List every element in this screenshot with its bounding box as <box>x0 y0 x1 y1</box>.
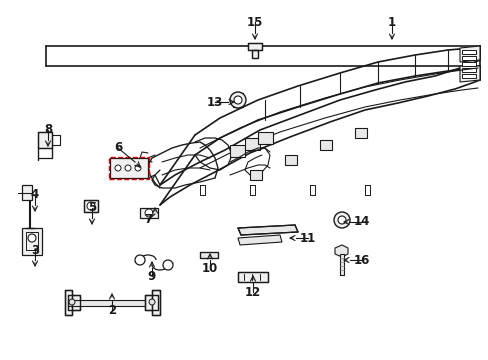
Polygon shape <box>258 132 272 144</box>
Circle shape <box>28 234 36 242</box>
Polygon shape <box>238 235 282 245</box>
Polygon shape <box>38 132 52 148</box>
Polygon shape <box>319 140 331 150</box>
Circle shape <box>337 216 346 224</box>
Bar <box>461 62 475 66</box>
Polygon shape <box>84 200 98 212</box>
Text: 12: 12 <box>244 285 261 298</box>
Polygon shape <box>459 66 479 82</box>
Circle shape <box>135 255 145 265</box>
Polygon shape <box>251 50 258 58</box>
Text: 3: 3 <box>31 243 39 256</box>
Text: 13: 13 <box>206 95 223 108</box>
Bar <box>461 74 475 78</box>
Polygon shape <box>339 254 343 275</box>
Polygon shape <box>68 300 148 306</box>
Polygon shape <box>200 252 218 258</box>
Text: 14: 14 <box>353 216 369 229</box>
Polygon shape <box>110 158 148 178</box>
Bar <box>461 56 475 60</box>
Bar <box>26 232 38 250</box>
Polygon shape <box>68 295 80 310</box>
Bar <box>461 68 475 72</box>
Polygon shape <box>145 295 158 310</box>
Polygon shape <box>459 46 479 62</box>
Polygon shape <box>285 155 296 165</box>
Text: 11: 11 <box>299 231 315 244</box>
Circle shape <box>135 165 141 171</box>
Circle shape <box>234 96 242 104</box>
Polygon shape <box>354 128 366 138</box>
Circle shape <box>115 165 121 171</box>
Circle shape <box>69 299 75 305</box>
Text: 9: 9 <box>147 270 156 283</box>
Bar <box>109 157 149 179</box>
Text: 5: 5 <box>88 202 96 215</box>
Circle shape <box>87 202 95 210</box>
Text: 7: 7 <box>143 213 152 226</box>
Circle shape <box>149 299 155 305</box>
Polygon shape <box>140 208 158 218</box>
Circle shape <box>229 92 245 108</box>
Text: 6: 6 <box>114 141 122 154</box>
Polygon shape <box>65 290 72 315</box>
Polygon shape <box>229 145 244 157</box>
Polygon shape <box>22 185 32 200</box>
Polygon shape <box>244 138 260 150</box>
Text: 4: 4 <box>31 189 39 202</box>
Polygon shape <box>238 225 297 235</box>
Polygon shape <box>238 272 267 282</box>
Text: 16: 16 <box>353 253 369 266</box>
Text: 1: 1 <box>387 15 395 28</box>
Circle shape <box>145 209 153 217</box>
Text: 8: 8 <box>44 123 52 136</box>
Circle shape <box>333 212 349 228</box>
Circle shape <box>125 165 131 171</box>
Text: 15: 15 <box>246 15 263 28</box>
Polygon shape <box>22 228 42 255</box>
Bar <box>461 50 475 54</box>
Text: 10: 10 <box>202 261 218 274</box>
Polygon shape <box>334 245 347 257</box>
Polygon shape <box>247 43 262 50</box>
Text: 2: 2 <box>108 303 116 316</box>
Polygon shape <box>249 170 262 180</box>
Circle shape <box>163 260 173 270</box>
Polygon shape <box>152 290 160 315</box>
